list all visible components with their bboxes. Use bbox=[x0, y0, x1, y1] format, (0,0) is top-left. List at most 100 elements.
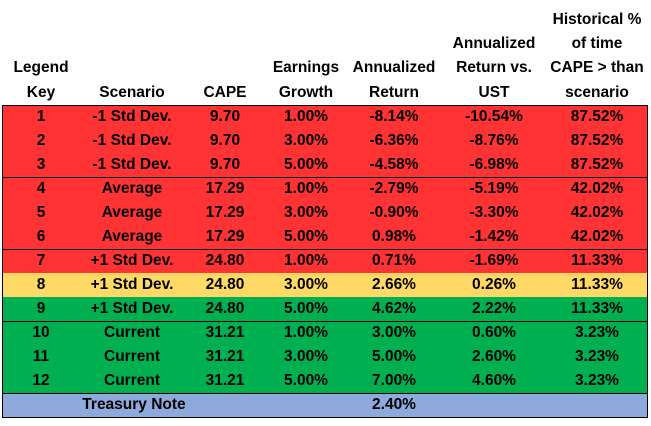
cell-return-vs-ust: 0.60% bbox=[472, 324, 516, 341]
cell-historical-pct: 3.23% bbox=[575, 348, 619, 365]
cell-scenario: +1 Std Dev. bbox=[90, 252, 174, 269]
table-left-border bbox=[2, 105, 3, 418]
table-row: 9 +1 Std Dev. 24.80 5.00% 4.62% 2.22% 11.33% bbox=[2, 297, 648, 321]
treasury-return: 2.40% bbox=[372, 396, 416, 413]
cell-scenario: Current bbox=[104, 324, 160, 341]
table-row: 8 +1 Std Dev. 24.80 3.00% 2.66% 0.26% 11.33% bbox=[2, 273, 648, 297]
table-row: 5 Average 17.29 3.00% -0.90% -3.30% 42.02% bbox=[2, 201, 648, 225]
group-divider bbox=[2, 177, 648, 178]
cell-historical-pct: 11.33% bbox=[571, 276, 623, 293]
cell-return-vs-ust: 0.26% bbox=[472, 276, 516, 293]
table-row: 4 Average 17.29 1.00% -2.79% -5.19% 42.02% bbox=[2, 177, 648, 201]
cell-legend-key: 11 bbox=[32, 348, 50, 365]
cell-cape: 17.29 bbox=[205, 204, 245, 221]
cell-legend-key: 6 bbox=[36, 228, 46, 245]
cell-scenario: +1 Std Dev. bbox=[90, 276, 174, 293]
cell-return-vs-ust: 4.60% bbox=[472, 372, 516, 389]
cell-cape: 9.70 bbox=[209, 156, 241, 173]
header-annualized-return: Annualized Return bbox=[352, 59, 436, 101]
cell-historical-pct: 42.02% bbox=[570, 228, 624, 245]
treasury-row: Treasury Note 2.40% bbox=[2, 393, 648, 417]
cell-scenario: -1 Std Dev. bbox=[92, 156, 172, 173]
cell-annualized-return: 5.00% bbox=[372, 348, 416, 365]
cell-cape: 17.29 bbox=[205, 180, 245, 197]
cell-historical-pct: 11.33% bbox=[571, 252, 623, 269]
cell-cape: 9.70 bbox=[209, 132, 241, 149]
cell-annualized-return: -2.79% bbox=[369, 180, 419, 197]
table-row: 6 Average 17.29 5.00% 0.98% -1.42% 42.02% bbox=[2, 225, 648, 249]
cell-annualized-return: 0.98% bbox=[372, 228, 416, 245]
header-divider bbox=[2, 105, 648, 106]
cell-return-vs-ust: -6.98% bbox=[469, 156, 519, 173]
cell-annualized-return: 7.00% bbox=[372, 372, 416, 389]
table-header: Legend Key Scenario CAPE Earnings Growth… bbox=[2, 8, 648, 105]
cell-annualized-return: -6.36% bbox=[369, 132, 419, 149]
table-row: 2 -1 Std Dev. 9.70 3.00% -6.36% -8.76% 87.52% bbox=[2, 129, 648, 153]
cell-return-vs-ust: -1.42% bbox=[469, 228, 519, 245]
cell-return-vs-ust: -3.30% bbox=[469, 204, 519, 221]
cell-return-vs-ust: -8.76% bbox=[469, 132, 519, 149]
cell-earnings-growth: 1.00% bbox=[284, 324, 328, 341]
cell-earnings-growth: 3.00% bbox=[284, 348, 328, 365]
cell-scenario: Average bbox=[101, 204, 163, 221]
header-cape: CAPE bbox=[203, 83, 247, 101]
cell-scenario: -1 Std Dev. bbox=[92, 132, 172, 149]
table-row: 12 Current 31.21 5.00% 7.00% 4.60% 3.23% bbox=[2, 369, 648, 393]
cell-historical-pct: 42.02% bbox=[570, 180, 624, 197]
cell-earnings-growth: 5.00% bbox=[284, 372, 328, 389]
cell-scenario: Average bbox=[101, 228, 163, 245]
cell-historical-pct: 42.02% bbox=[570, 204, 624, 221]
table-row: 11 Current 31.21 3.00% 5.00% 2.60% 3.23% bbox=[2, 345, 648, 369]
cell-legend-key: 7 bbox=[36, 252, 46, 269]
cell-return-vs-ust: 2.22% bbox=[472, 300, 516, 317]
cell-annualized-return: -0.90% bbox=[369, 204, 419, 221]
cell-legend-key: 1 bbox=[36, 108, 46, 125]
table-row: 7 +1 Std Dev. 24.80 1.00% 0.71% -1.69% 11.33% bbox=[2, 249, 648, 273]
cell-cape: 9.70 bbox=[209, 108, 241, 125]
cell-earnings-growth: 3.00% bbox=[284, 204, 328, 221]
group-divider bbox=[2, 393, 648, 394]
cell-historical-pct: 87.52% bbox=[570, 132, 624, 149]
cell-historical-pct: 3.23% bbox=[575, 324, 619, 341]
cell-historical-pct: 11.33% bbox=[571, 300, 623, 317]
cell-earnings-growth: 3.00% bbox=[284, 276, 328, 293]
cell-cape: 31.21 bbox=[205, 372, 245, 389]
cell-annualized-return: 0.71% bbox=[372, 252, 416, 269]
cell-cape: 31.21 bbox=[205, 348, 245, 365]
cell-cape: 17.29 bbox=[205, 228, 245, 245]
table-row: 10 Current 31.21 1.00% 3.00% 0.60% 3.23% bbox=[2, 321, 648, 345]
cell-legend-key: 4 bbox=[36, 180, 46, 197]
cell-cape: 31.21 bbox=[205, 324, 245, 341]
table-right-border bbox=[647, 105, 648, 418]
cell-return-vs-ust: -10.54% bbox=[465, 108, 523, 125]
cell-earnings-growth: 1.00% bbox=[284, 180, 328, 197]
cell-scenario: Average bbox=[101, 180, 163, 197]
cell-historical-pct: 87.52% bbox=[570, 156, 624, 173]
cell-historical-pct: 87.52% bbox=[570, 108, 624, 125]
table-row: 1 -1 Std Dev. 9.70 1.00% -8.14% -10.54% 87.52% bbox=[2, 105, 648, 129]
cell-historical-pct: 3.23% bbox=[575, 372, 619, 389]
table-row: 3 -1 Std Dev. 9.70 5.00% -4.58% -6.98% 87.52% bbox=[2, 153, 648, 177]
cell-annualized-return: -4.58% bbox=[369, 156, 419, 173]
table-bottom-border bbox=[2, 417, 648, 418]
header-legend-key: Legend Key bbox=[13, 59, 69, 101]
cell-earnings-growth: 3.00% bbox=[284, 132, 328, 149]
cell-cape: 24.80 bbox=[205, 252, 245, 269]
cell-annualized-return: 3.00% bbox=[372, 324, 416, 341]
cell-scenario: Current bbox=[104, 348, 160, 365]
group-divider bbox=[2, 321, 648, 322]
cell-earnings-growth: 5.00% bbox=[284, 300, 328, 317]
treasury-label: Treasury Note bbox=[82, 396, 186, 413]
group-divider bbox=[2, 249, 648, 250]
cell-earnings-growth: 1.00% bbox=[284, 108, 328, 125]
header-historical-pct: Historical % of time CAPE > than scenari… bbox=[550, 10, 644, 101]
cell-return-vs-ust: -5.19% bbox=[469, 180, 519, 197]
cell-annualized-return: -8.14% bbox=[369, 108, 419, 125]
cell-legend-key: 2 bbox=[36, 132, 46, 149]
cell-legend-key: 8 bbox=[36, 276, 46, 293]
cell-return-vs-ust: -1.69% bbox=[469, 252, 519, 269]
cell-scenario: +1 Std Dev. bbox=[90, 300, 174, 317]
cell-legend-key: 12 bbox=[32, 372, 50, 389]
cell-legend-key: 3 bbox=[36, 156, 46, 173]
